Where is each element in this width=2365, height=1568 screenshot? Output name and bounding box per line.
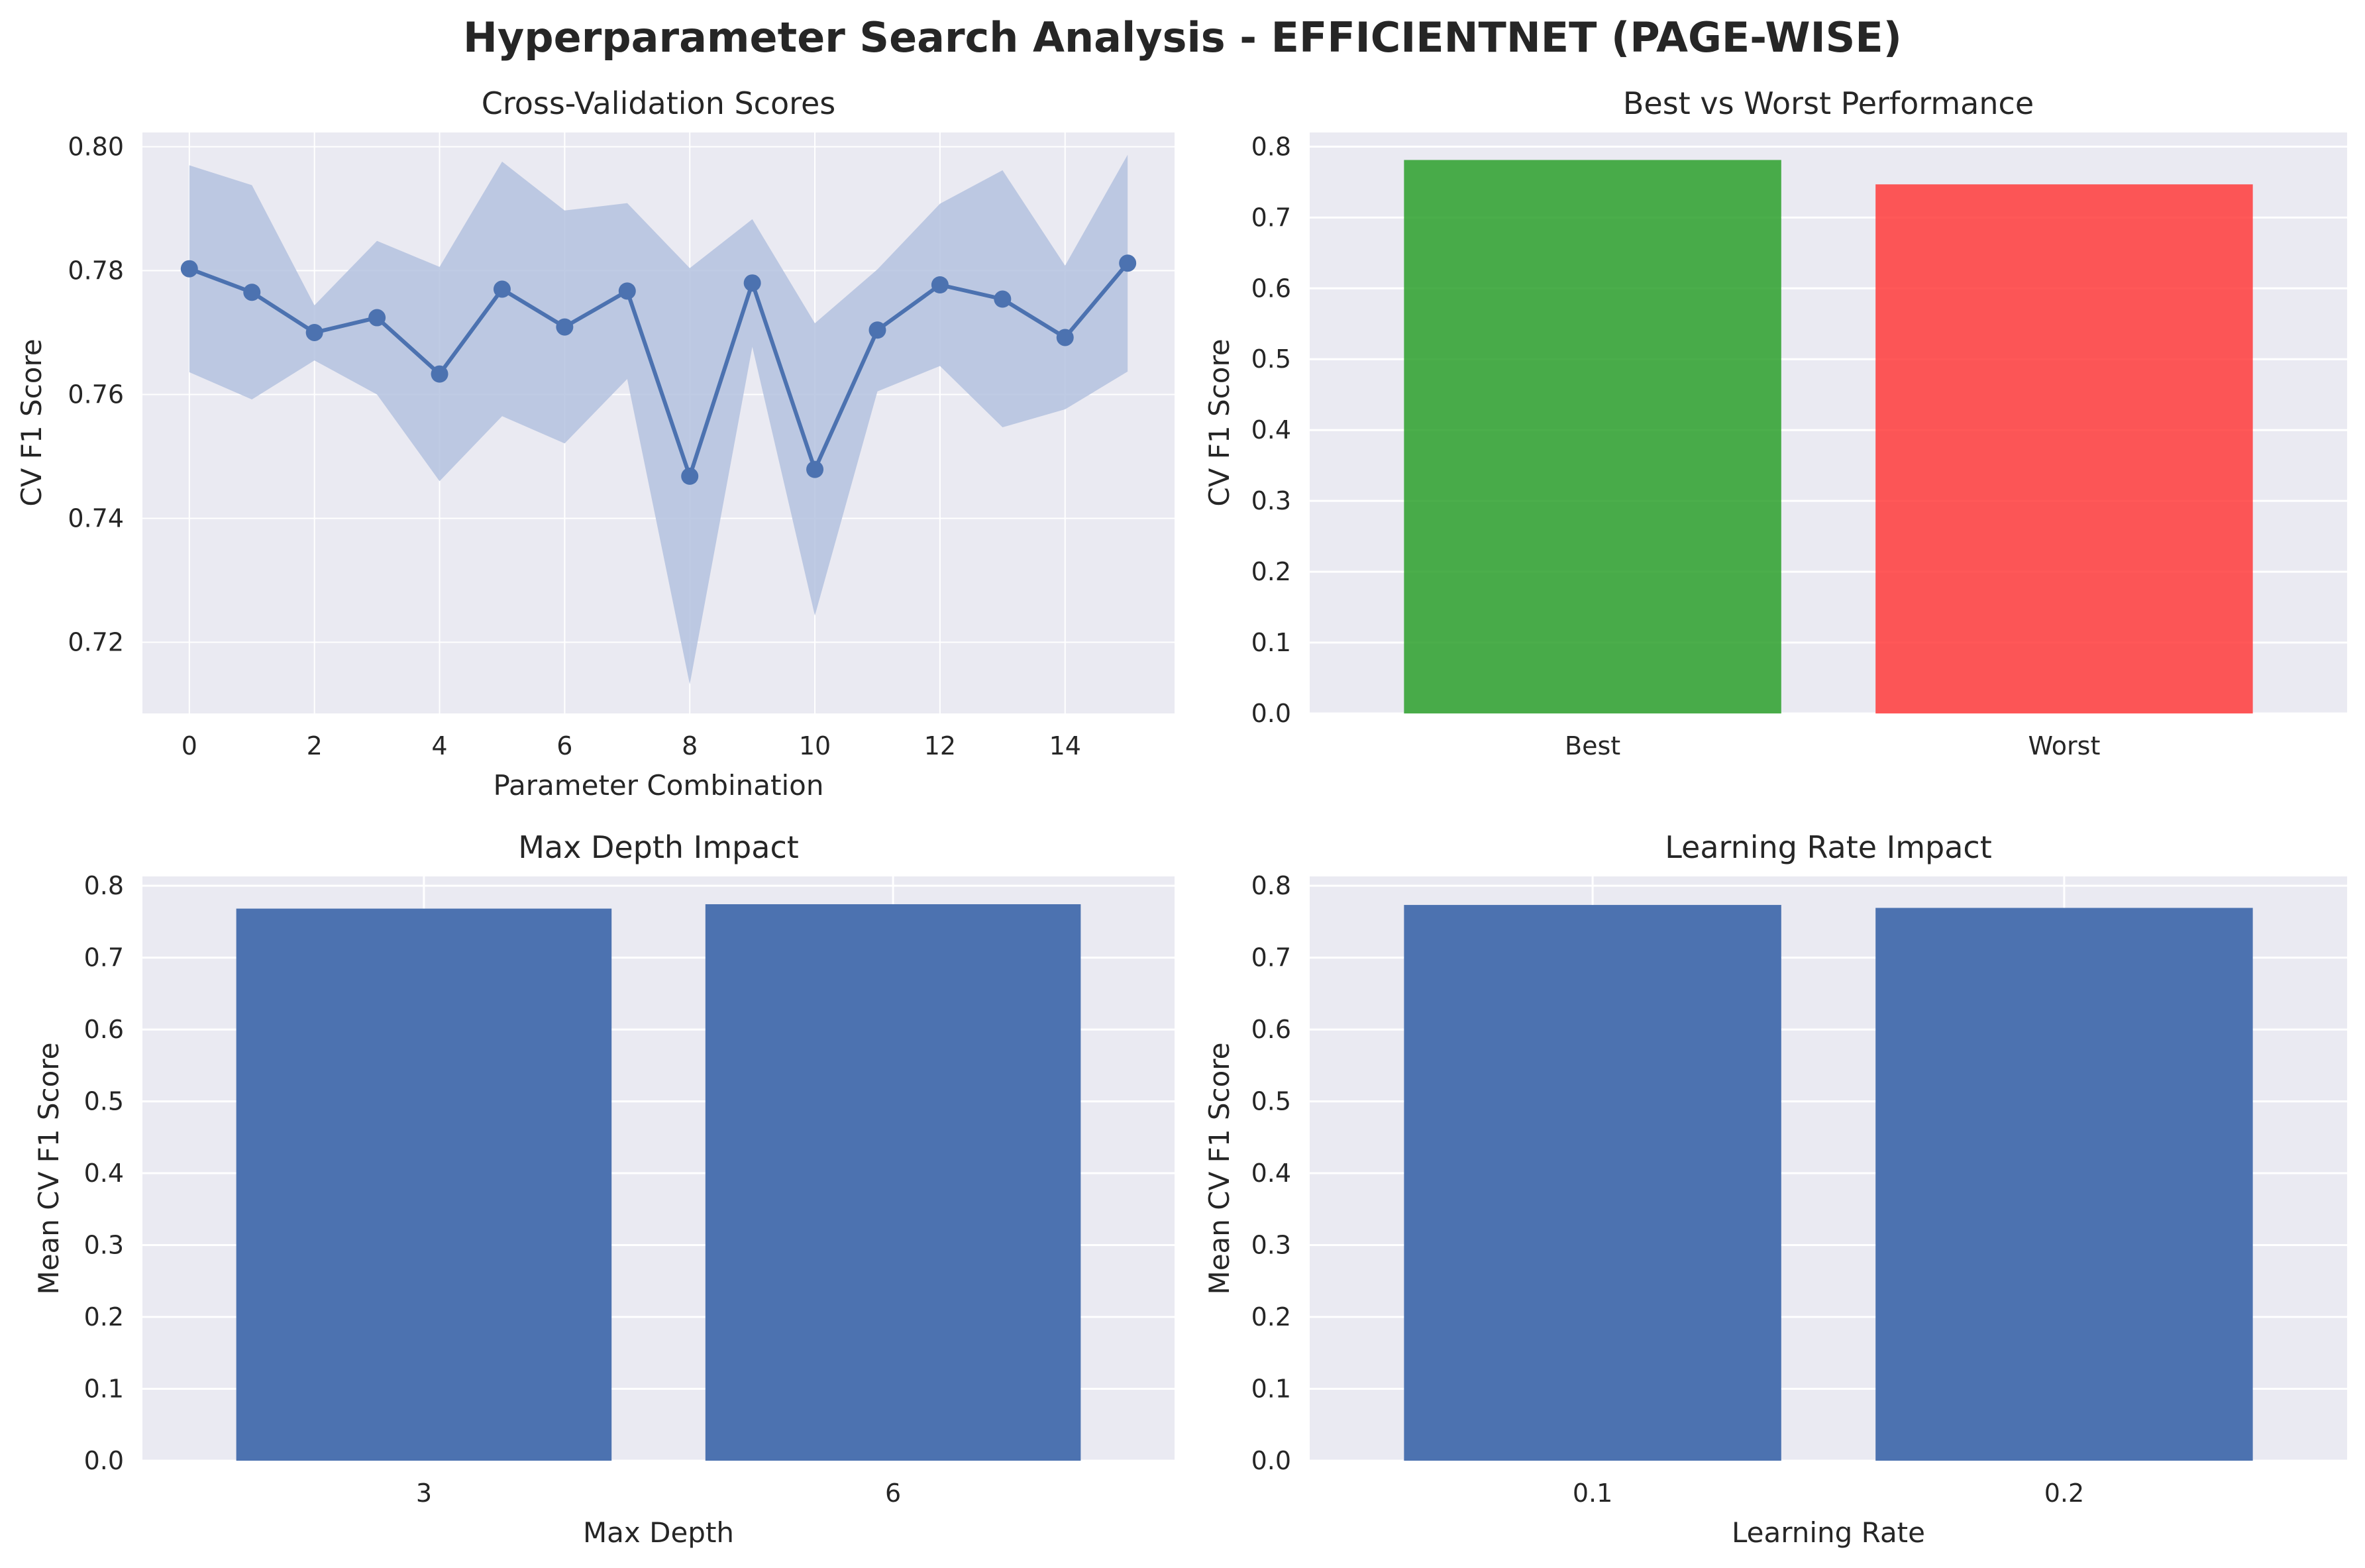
panel-cv-scores: Cross-Validation Scores 0 2 4 6 8 10 12 14 0.72… [15, 85, 1175, 802]
x-tick-label: 14 [1049, 731, 1081, 760]
x-tick-label: 3 [416, 1479, 432, 1508]
series-line [188, 262, 1130, 478]
x-axis-label: Learning Rate [1732, 1516, 1925, 1549]
y-tick-label: 0.80 [68, 132, 124, 162]
data-point [1056, 329, 1074, 346]
plot-marks [1404, 905, 2253, 1461]
figure-title: Hyperparameter Search Analysis - EFFICIE… [463, 13, 1902, 62]
y-tick-label: 0.74 [68, 503, 124, 533]
std-band [189, 154, 1128, 685]
x-tick-label: 0.1 [1573, 1479, 1612, 1508]
x-axis-label: Max Depth [583, 1516, 734, 1549]
panel-best-vs-worst: Best vs Worst Performance Best Worst 0.00… [1203, 85, 2347, 760]
y-tick-label: 0.78 [68, 256, 124, 285]
panel-learning-rate: Learning Rate Impact 0.1 0.2 0.0 0.1 0.2 0.3… [1203, 829, 2347, 1549]
y-tick-label: 0.7 [1251, 943, 1291, 972]
data-point [556, 318, 574, 336]
data-point [305, 323, 323, 341]
y-tick-label: 0.2 [1251, 557, 1291, 586]
panel-title: Cross-Validation Scores [482, 85, 836, 121]
panel-title: Learning Rate Impact [1665, 829, 1992, 865]
x-tick-label: 6 [556, 731, 572, 760]
plot-marks [1404, 160, 2253, 713]
y-tick-label: 0.5 [1251, 1087, 1291, 1116]
bar-worst [1875, 184, 2253, 713]
x-tick-label: 8 [682, 731, 698, 760]
data-point [618, 282, 636, 300]
data-point [180, 260, 198, 278]
bar-3 [236, 908, 612, 1461]
data-point [868, 321, 886, 339]
y-axis-label: CV F1 Score [15, 339, 48, 506]
data-point [743, 274, 761, 292]
y-tick-label: 0.3 [1251, 1231, 1291, 1260]
bar-0.2 [1875, 908, 2253, 1461]
y-tick-label: 0.8 [1251, 871, 1291, 900]
data-point [681, 467, 699, 485]
x-tick-label: 12 [924, 731, 956, 760]
y-tick-label: 0.7 [84, 943, 124, 972]
y-tick-label: 0.1 [1251, 628, 1291, 657]
y-tick-label: 0.2 [1251, 1302, 1291, 1332]
data-point [994, 290, 1012, 308]
x-ticks: 0 2 4 6 8 10 12 14 [182, 731, 1081, 760]
y-tick-label: 0.72 [68, 627, 124, 656]
y-axis-label: Mean CV F1 Score [1203, 1042, 1235, 1294]
x-axis-label: Parameter Combination [494, 769, 824, 802]
y-tick-label: 0.0 [1251, 699, 1291, 728]
x-ticks: 0.1 0.2 [1573, 1479, 2084, 1508]
y-tick-label: 0.6 [84, 1015, 124, 1044]
y-axis-label: CV F1 Score [1203, 339, 1235, 506]
x-tick-label: 4 [431, 731, 447, 760]
data-point [1119, 254, 1137, 272]
y-tick-label: 0.4 [84, 1159, 124, 1188]
x-tick-label: 0 [182, 731, 197, 760]
x-tick-label: Worst [2028, 731, 2100, 760]
panel-title: Best vs Worst Performance [1623, 85, 2034, 121]
y-tick-label: 0.1 [84, 1375, 124, 1404]
x-tick-label: 6 [885, 1479, 901, 1508]
y-tick-label: 0.8 [84, 871, 124, 900]
y-tick-label: 0.5 [84, 1087, 124, 1116]
y-tick-label: 0.1 [1251, 1375, 1291, 1404]
data-point [493, 280, 511, 298]
y-tick-label: 0.4 [1251, 415, 1291, 444]
y-ticks: 0.0 0.1 0.2 0.3 0.4 0.5 0.6 0.7 0.8 [1251, 132, 1291, 728]
x-tick-label: 2 [307, 731, 323, 760]
x-tick-label: 0.2 [2044, 1479, 2084, 1508]
y-ticks: 0.72 0.74 0.76 0.78 0.80 [68, 132, 124, 657]
y-tick-label: 0.8 [1251, 132, 1291, 161]
y-tick-label: 0.0 [84, 1446, 124, 1475]
data-point [931, 276, 949, 294]
data-point [431, 365, 448, 383]
y-axis-label: Mean CV F1 Score [32, 1042, 65, 1294]
data-point [368, 309, 386, 327]
plot-marks [236, 904, 1081, 1461]
plot-marks [180, 154, 1137, 685]
y-ticks: 0.0 0.1 0.2 0.3 0.4 0.5 0.6 0.7 0.8 [1251, 871, 1291, 1475]
bar-6 [705, 904, 1081, 1461]
y-tick-label: 0.3 [84, 1231, 124, 1260]
y-tick-label: 0.7 [1251, 203, 1291, 232]
data-point [243, 284, 261, 301]
y-tick-label: 0.2 [84, 1302, 124, 1332]
y-tick-label: 0.0 [1251, 1446, 1291, 1475]
y-ticks: 0.0 0.1 0.2 0.3 0.4 0.5 0.6 0.7 0.8 [84, 871, 124, 1475]
y-tick-label: 0.6 [1251, 274, 1291, 303]
x-ticks: Best Worst [1565, 731, 2100, 760]
y-tick-label: 0.3 [1251, 486, 1291, 515]
bar-best [1404, 160, 1781, 713]
data-point [806, 460, 824, 478]
y-tick-label: 0.4 [1251, 1159, 1291, 1188]
x-tick-label: 10 [799, 731, 831, 760]
y-tick-label: 0.5 [1251, 344, 1291, 374]
x-tick-label: Best [1565, 731, 1620, 760]
panel-title: Max Depth Impact [518, 829, 799, 865]
y-tick-label: 0.6 [1251, 1015, 1291, 1044]
y-tick-label: 0.76 [68, 380, 124, 409]
bar-0.1 [1404, 905, 1781, 1461]
